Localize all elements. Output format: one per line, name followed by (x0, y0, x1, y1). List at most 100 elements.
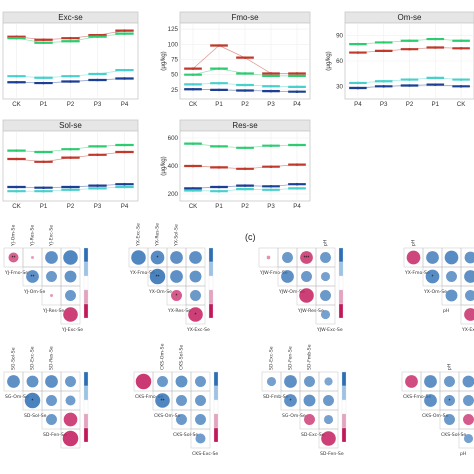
y-tick-label: 400 (168, 163, 179, 170)
matrix-row-label: SD-Fen-Se (320, 451, 344, 457)
correlation-circle (444, 414, 455, 425)
data-point (459, 47, 463, 50)
correlation-circle (284, 394, 297, 407)
correlation-circle (195, 414, 206, 425)
matrix-row-label: YX-Om-Se (148, 289, 172, 295)
significance-mark: *** (304, 256, 310, 262)
data-point (96, 72, 99, 76)
correlation-circle (65, 376, 76, 387)
line-panel-Sol-se: Sol-se CK P1 P2 P3 P4 (2, 119, 139, 210)
x-tick-label: P1 (215, 101, 223, 108)
y-axis-label: (μg/kg) (160, 51, 167, 70)
correlation-circle (24, 392, 41, 409)
data-point (356, 86, 360, 90)
data-point (269, 165, 273, 168)
correlation-circle (176, 395, 187, 406)
data-point (243, 187, 247, 191)
matrix-row-label: CKS-Sol-Se (441, 432, 466, 438)
matrix-row-label: SG-Om-Se (282, 413, 306, 419)
colorbar-segment (83, 427, 89, 443)
data-point (434, 76, 437, 80)
colorbar-segment (208, 247, 214, 263)
matrix-column-label: YX-Exc-Se (136, 223, 142, 247)
colorbar-segment (341, 371, 347, 387)
significance-mark: ** (156, 275, 160, 281)
x-tick-label: CK (189, 203, 198, 210)
data-series (184, 67, 306, 78)
data-series (349, 46, 470, 54)
data-point (15, 149, 18, 152)
correlation-circle (189, 251, 202, 264)
data-point (69, 156, 72, 159)
x-tick-label: P3 (94, 203, 102, 210)
x-tick-label: P1 (40, 203, 48, 210)
colorbar-segment (213, 413, 219, 429)
correlation-circle (64, 270, 77, 283)
x-tick-label: CK (189, 101, 198, 108)
colorbar-segment (338, 275, 344, 291)
colorbar-segment (83, 289, 89, 305)
correlation-circle (444, 376, 455, 387)
correlation-matrix: pH YX-Fmo-Se* YX-Om-Se pH YX-Exc-Se (403, 240, 474, 333)
y-tick-label: 75 (171, 56, 178, 63)
x-tick-label: P1 (215, 203, 223, 210)
correlation-circle (135, 373, 152, 390)
matrix-row-label: CKS-Om-Se (154, 413, 181, 419)
data-series (7, 185, 134, 193)
x-tick-label: P4 (354, 101, 362, 108)
data-point (382, 79, 386, 83)
data-point (123, 150, 126, 154)
significance-mark: * (432, 275, 434, 281)
data-series (7, 143, 134, 154)
correlation-circle (299, 288, 314, 303)
correlation-circle (150, 250, 165, 265)
data-point (123, 68, 126, 72)
x-tick-label: P4 (121, 101, 129, 108)
correlation-circle (303, 394, 316, 407)
series-connector (192, 45, 220, 69)
correlation-circle (424, 375, 437, 388)
x-tick-label: P4 (293, 203, 301, 210)
x-tick-label: P1 (40, 101, 48, 108)
data-point (217, 88, 221, 92)
data-point (15, 157, 18, 161)
correlation-circle (320, 290, 331, 301)
data-point (382, 49, 386, 53)
significance-mark: * (195, 313, 197, 319)
colorbar-segment (213, 427, 219, 443)
correlation-circle (149, 268, 166, 285)
matrix-row-label: YX-Om-Se (423, 289, 447, 295)
correlation-circle (189, 270, 202, 283)
data-point (243, 72, 247, 75)
correlation-circle (8, 252, 19, 263)
data-series (184, 142, 306, 150)
data-point (15, 36, 18, 40)
panel-title: Sol-se (59, 121, 82, 130)
data-point (382, 41, 386, 44)
colorbar-segment (338, 289, 344, 305)
correlation-circle (320, 252, 331, 263)
data-series (184, 187, 306, 193)
data-point (123, 29, 126, 32)
data-point (96, 145, 99, 148)
correlation-circle (463, 395, 474, 406)
data-point (191, 73, 195, 76)
correlation-circle (45, 251, 58, 264)
x-tick-label: P2 (67, 101, 75, 108)
correlation-circle (65, 290, 76, 301)
data-point (408, 84, 411, 87)
colorbar-segment (213, 371, 219, 387)
matrix-row-label: YJW-Exc-Se (316, 327, 343, 333)
correlation-circle (170, 251, 183, 264)
data-point (42, 81, 45, 85)
data-series (184, 81, 306, 89)
matrix-row-label: YX-Fmo-Se (404, 270, 430, 276)
data-point (123, 182, 126, 186)
correlation-circle (426, 251, 439, 264)
panel-title: Exc-se (58, 13, 83, 22)
data-point (217, 189, 221, 193)
correlation-circle (320, 271, 331, 282)
data-point (96, 184, 99, 187)
significance-mark: * (176, 294, 178, 300)
matrix-cell (190, 428, 211, 449)
